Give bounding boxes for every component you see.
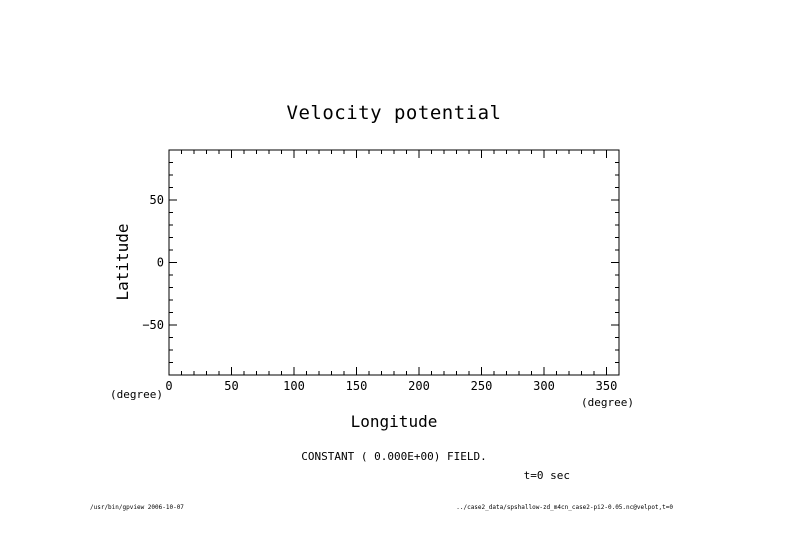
x-tick-label: 150 bbox=[346, 379, 368, 393]
x-tick-label: 250 bbox=[471, 379, 493, 393]
x-axis-unit: (degree) bbox=[581, 396, 634, 409]
y-tick-label: −50 bbox=[142, 318, 164, 332]
y-axis-label: Latitude bbox=[113, 223, 132, 300]
x-tick-label: 350 bbox=[596, 379, 618, 393]
constant-field-note: CONSTANT ( 0.000E+00) FIELD. bbox=[301, 450, 486, 463]
x-tick-label: 0 bbox=[165, 379, 172, 393]
x-tick-label: 300 bbox=[533, 379, 555, 393]
chart-title: Velocity potential bbox=[287, 102, 502, 124]
x-tick-label: 50 bbox=[224, 379, 238, 393]
y-tick-label: 50 bbox=[150, 193, 164, 207]
y-axis-ticks bbox=[169, 149, 619, 376]
x-axis-label: Longitude bbox=[351, 412, 438, 431]
y-axis-tick-labels: −50 0 50 bbox=[142, 193, 164, 332]
footer-left: /usr/bin/gpview 2006-10-07 bbox=[90, 504, 184, 511]
x-tick-label: 200 bbox=[408, 379, 430, 393]
plot-frame bbox=[168, 149, 620, 376]
y-axis-unit: (degree) bbox=[110, 388, 163, 401]
x-tick-label: 100 bbox=[283, 379, 305, 393]
y-tick-label: 0 bbox=[157, 256, 164, 270]
x-axis-ticks bbox=[168, 150, 620, 375]
footer-right: ../case2_data/spshallow-zd_m4cn_case2-pi… bbox=[456, 504, 673, 511]
x-axis-tick-labels: 0 50 100 150 200 250 300 350 bbox=[165, 379, 617, 393]
time-label: t=0 sec bbox=[524, 469, 570, 482]
